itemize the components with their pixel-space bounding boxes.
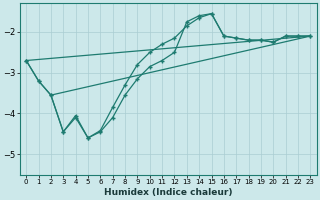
X-axis label: Humidex (Indice chaleur): Humidex (Indice chaleur): [104, 188, 233, 197]
